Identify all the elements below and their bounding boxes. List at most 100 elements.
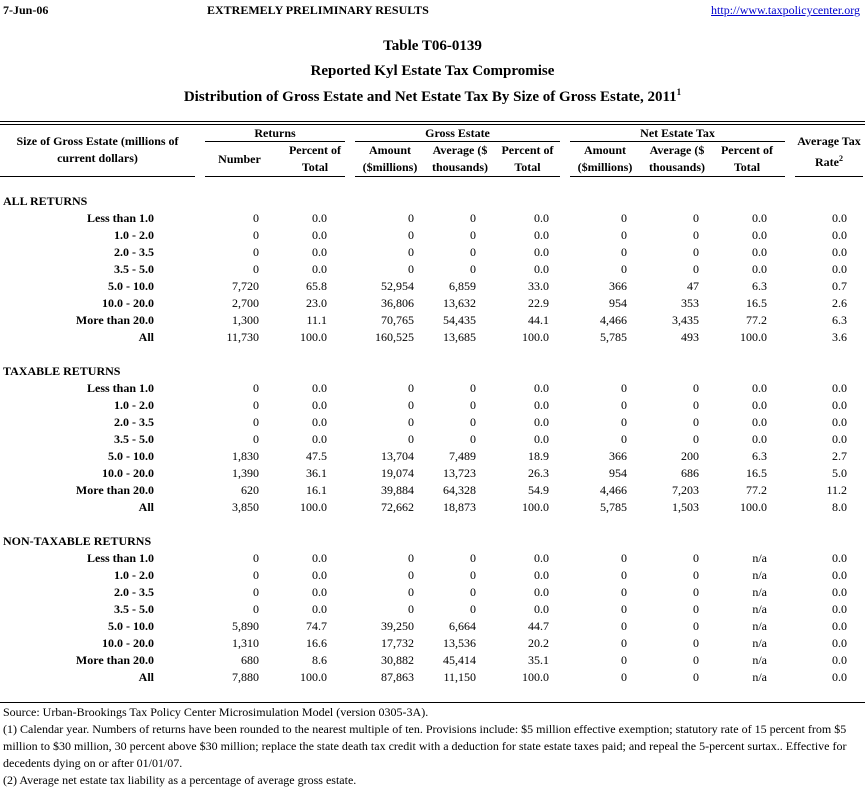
table-cell: 0 <box>408 398 414 412</box>
table-cell: 0 <box>408 381 414 395</box>
table-cell: 0 <box>621 602 627 616</box>
table-cell: 0.0 <box>832 551 847 565</box>
table-cell: 0.0 <box>752 228 767 242</box>
table-cell: 77.2 <box>746 313 767 327</box>
section-heading: TAXABLE RETURNS <box>3 364 121 378</box>
row-label: 10.0 - 20.0 <box>102 296 154 310</box>
table-cell: 100.0 <box>740 330 767 344</box>
table-cell: 0.0 <box>832 602 847 616</box>
table-cell: 3,435 <box>672 313 699 327</box>
table-cell: 0 <box>621 636 627 650</box>
website-link[interactable]: http://www.taxpolicycenter.org <box>711 3 860 17</box>
table-cell: 1,310 <box>232 636 259 650</box>
table-cell: 45,414 <box>443 653 476 667</box>
table-cell: 30,882 <box>381 653 414 667</box>
table-cell: 6,859 <box>449 279 476 293</box>
table-cell: 200 <box>681 449 699 463</box>
table-cell: n/a <box>752 636 767 650</box>
table-cell: n/a <box>752 585 767 599</box>
table-cell: 72,662 <box>381 500 414 514</box>
table-cell: n/a <box>752 551 767 565</box>
table-cell: 0 <box>408 262 414 276</box>
table-cell: 19,074 <box>381 466 414 480</box>
table-cell: 0.0 <box>534 568 549 582</box>
column-subheader: Percent of Total <box>720 143 774 174</box>
table-cell: 0 <box>621 415 627 429</box>
table-cell: 0 <box>408 228 414 242</box>
table-cell: 5.0 <box>832 466 847 480</box>
table-cell: 0.0 <box>312 585 327 599</box>
table-cell: 0.0 <box>312 228 327 242</box>
table-cell: 74.7 <box>306 619 327 633</box>
table-cell: 5,890 <box>232 619 259 633</box>
row-label: 2.0 - 3.5 <box>114 585 154 599</box>
table-cell: 0 <box>470 602 476 616</box>
table-cell: 0 <box>693 568 699 582</box>
table-cell: 0 <box>621 670 627 684</box>
table-cell: 0.7 <box>832 279 847 293</box>
divider <box>795 176 863 177</box>
table-cell: 7,720 <box>232 279 259 293</box>
table-cell: 0.0 <box>752 245 767 259</box>
table-cell: 11.1 <box>306 313 327 327</box>
table-cell: 39,250 <box>381 619 414 633</box>
table-cell: 0.0 <box>832 568 847 582</box>
row-label: 5.0 - 10.0 <box>108 279 154 293</box>
table-cell: 23.0 <box>306 296 327 310</box>
table-cell: 0.0 <box>752 211 767 225</box>
table-cell: 0 <box>693 585 699 599</box>
table-cell: 0.0 <box>832 228 847 242</box>
divider <box>0 702 865 703</box>
table-cell: 13,685 <box>443 330 476 344</box>
row-label: More than 20.0 <box>75 313 154 327</box>
table-cell: 100.0 <box>300 500 327 514</box>
table-cell: 0 <box>470 432 476 446</box>
table-cell: 16.5 <box>746 466 767 480</box>
section-heading: ALL RETURNS <box>3 194 88 208</box>
table-cell: 0 <box>621 585 627 599</box>
row-label: 3.5 - 5.0 <box>114 432 154 446</box>
table-cell: 0.0 <box>832 670 847 684</box>
table-cell: 686 <box>681 466 699 480</box>
table-cell: 2.6 <box>832 296 847 310</box>
table-cell: 8.0 <box>832 500 847 514</box>
footnote-ref: 2 <box>839 154 843 163</box>
table-cell: 0.0 <box>752 415 767 429</box>
table-cell: 0 <box>621 551 627 565</box>
table-cell: 16.6 <box>306 636 327 650</box>
table-cell: 0 <box>693 398 699 412</box>
group-header-returns: Returns <box>254 126 296 140</box>
column-subheader: Amount ($millions) <box>362 143 418 174</box>
table-cell: 100.0 <box>300 670 327 684</box>
table-cell: 0.0 <box>534 415 549 429</box>
table-cell: 0.0 <box>312 432 327 446</box>
table-cell: 0.0 <box>534 398 549 412</box>
divider <box>0 121 865 122</box>
column-subheader: Number <box>218 152 261 166</box>
table-cell: 1,300 <box>232 313 259 327</box>
table-cell: 7,203 <box>672 483 699 497</box>
column-header-size: Size of Gross Estate (millions of curren… <box>16 134 179 165</box>
status-label: EXTREMELY PRELIMINARY RESULTS <box>207 3 429 17</box>
row-label: Less than 1.0 <box>86 381 154 395</box>
table-cell: 0 <box>408 245 414 259</box>
table-cell: 100.0 <box>740 500 767 514</box>
table-cell: 100.0 <box>522 330 549 344</box>
footnote-2: (2) Average net estate tax liability as … <box>3 773 357 787</box>
row-label: 10.0 - 20.0 <box>102 636 154 650</box>
tax-rate-label: Average Tax Rate <box>797 134 861 169</box>
table-cell: 0.0 <box>832 653 847 667</box>
table-cell: 0.0 <box>752 432 767 446</box>
footnote-1: (1) Calendar year. Numbers of returns ha… <box>3 722 847 770</box>
divider <box>570 176 785 177</box>
table-cell: 0.0 <box>534 211 549 225</box>
table-cell: 0.0 <box>312 568 327 582</box>
table-cell: 100.0 <box>522 670 549 684</box>
table-cell: 26.3 <box>528 466 549 480</box>
row-label: All <box>138 670 154 684</box>
table-cell: 0.0 <box>312 602 327 616</box>
table-cell: 3,850 <box>232 500 259 514</box>
table-cell: 0 <box>253 415 259 429</box>
table-cell: 13,723 <box>443 466 476 480</box>
table-cell: 0.0 <box>534 432 549 446</box>
